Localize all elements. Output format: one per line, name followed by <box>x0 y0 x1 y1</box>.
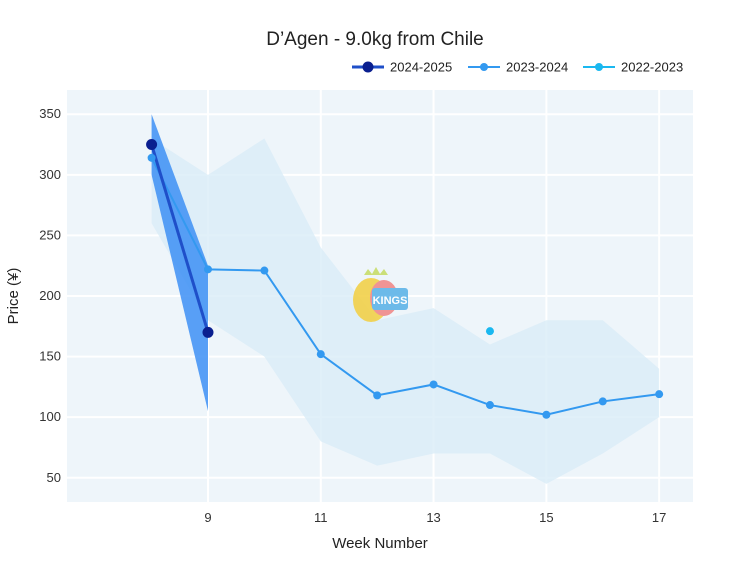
y-tick-label: 100 <box>39 409 61 424</box>
point-2022-2023[interactable] <box>485 327 494 336</box>
series-points <box>146 139 664 419</box>
line-2023-2024 <box>150 157 660 416</box>
point-2023-2024[interactable] <box>429 380 438 389</box>
x-tick-label: 11 <box>314 510 328 525</box>
y-tick-label: 300 <box>39 167 61 182</box>
point-2023-2024[interactable] <box>485 401 494 410</box>
x-tick-label: 9 <box>204 510 211 525</box>
point-2023-2024[interactable] <box>655 390 664 399</box>
y-tick-label: 250 <box>39 227 61 242</box>
point-2023-2024[interactable] <box>542 410 551 419</box>
series-lines <box>150 144 660 416</box>
x-tick-label: 17 <box>652 510 666 525</box>
y-tick-label: 200 <box>39 288 61 303</box>
point-2023-2024[interactable] <box>373 391 382 400</box>
x-tick-label: 15 <box>539 510 553 525</box>
legend-item-2023-2024[interactable]: 2023-2024 <box>468 60 568 75</box>
point-2023-2024[interactable] <box>147 153 156 162</box>
watermark-text: KINGS <box>373 295 408 307</box>
legend-label: 2023-2024 <box>506 60 568 75</box>
x-axis-ticks: 9 11 13 15 17 <box>204 510 666 525</box>
watermark-logo: KINGS <box>353 267 408 322</box>
legend-marker <box>362 61 374 73</box>
band-2023-2024 <box>151 138 660 484</box>
y-tick-label: 150 <box>39 349 61 364</box>
y-axis-label: Price (¥) <box>5 268 22 325</box>
x-tick-label: 13 <box>426 510 440 525</box>
point-2023-2024[interactable] <box>316 350 325 359</box>
legend-marker <box>480 63 488 71</box>
line-2024-2025 <box>150 144 210 333</box>
legend-marker <box>595 63 603 71</box>
legend-item-2022-2023[interactable]: 2022-2023 <box>583 60 683 75</box>
legend-label: 2024-2025 <box>390 60 452 75</box>
legend[interactable]: 2024-2025 2023-2024 2022-2023 <box>352 60 683 75</box>
y-axis-ticks: 50 100 150 200 250 300 350 <box>39 106 61 485</box>
legend-label: 2022-2023 <box>621 60 683 75</box>
legend-item-2024-2025[interactable]: 2024-2025 <box>352 60 452 75</box>
chart-title: D’Agen - 9.0kg from Chile <box>266 29 484 50</box>
point-2023-2024[interactable] <box>260 266 269 275</box>
y-tick-label: 350 <box>39 106 61 121</box>
point-2024-2025[interactable] <box>146 139 158 151</box>
point-2023-2024[interactable] <box>203 265 212 274</box>
point-2023-2024[interactable] <box>598 397 607 406</box>
x-axis-label: Week Number <box>332 535 428 552</box>
point-2024-2025[interactable] <box>202 326 214 338</box>
y-tick-label: 50 <box>47 470 61 485</box>
